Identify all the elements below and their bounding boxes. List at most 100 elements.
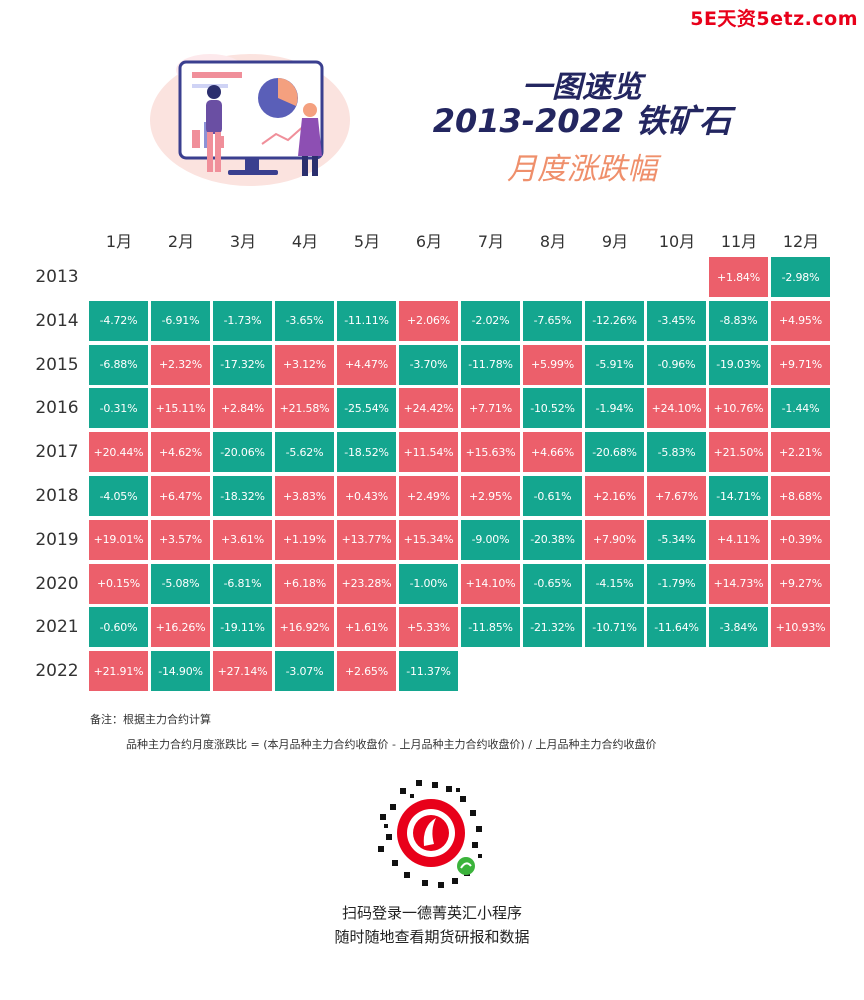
heatmap-cell: +2.32% [151, 344, 210, 385]
heatmap-cell: +1.19% [275, 519, 334, 560]
heatmap-cell: +7.90% [585, 519, 644, 560]
chart-title-line3: 月度涨跌幅 [507, 152, 657, 187]
heatmap-cell: +7.71% [461, 388, 520, 429]
heatmap-cell: -2.98% [771, 257, 830, 297]
heatmap-cell: -18.32% [213, 476, 272, 516]
heatmap-cell: -11.37% [399, 651, 458, 692]
heatmap-cell: -0.96% [647, 344, 706, 385]
heatmap-cell: -7.65% [523, 300, 582, 341]
month-header: 6月 [415, 232, 443, 251]
heatmap-cell: +4.95% [771, 300, 830, 341]
heatmap-cell: +10.76% [709, 388, 768, 429]
heatmap-cell: -9.00% [461, 519, 520, 560]
heatmap-cell: -21.32% [523, 607, 582, 648]
heatmap-cell: +21.91% [89, 651, 148, 692]
chart-title-line1: 一图速览 [522, 70, 642, 105]
year-label: 2017 [35, 442, 79, 463]
heatmap-cell: +3.83% [275, 476, 334, 516]
heatmap-cell: -4.72% [89, 300, 148, 341]
year-label: 2022 [35, 661, 79, 682]
year-label: 2019 [35, 529, 79, 550]
heatmap-cell: +21.50% [709, 432, 768, 473]
heatmap-cell: -25.54% [337, 388, 396, 429]
heatmap-cell: -14.90% [151, 651, 210, 692]
year-label: 2020 [35, 573, 79, 594]
heatmap-cell: -11.11% [337, 300, 396, 341]
chart-title-line2: 2013-2022 铁矿石 [432, 102, 732, 140]
heatmap-cell: -18.52% [337, 432, 396, 473]
heatmap-cell: +3.57% [151, 519, 210, 560]
heatmap-cell: -5.62% [275, 432, 334, 473]
month-header: 11月 [720, 232, 758, 251]
note-basis: 备注：根据主力合约计算 [90, 713, 211, 726]
note-formula: 品种主力合约月度涨跌比 = (本月品种主力合约收盘价 - 上月品种主力合约收盘价… [126, 738, 657, 751]
heatmap-cell: -1.79% [647, 563, 706, 604]
heatmap-cell: +6.47% [151, 476, 210, 516]
heatmap-cell: +19.01% [89, 519, 148, 560]
heatmap-cell: +4.66% [523, 432, 582, 473]
heatmap-cell: -1.94% [585, 388, 644, 429]
heatmap-cell: -4.15% [585, 563, 644, 604]
year-label: 2015 [35, 354, 79, 375]
heatmap-cell: -0.60% [89, 607, 148, 648]
month-header: 9月 [601, 232, 629, 251]
heatmap-cell: +8.68% [771, 476, 830, 516]
heatmap-cell: -3.65% [275, 300, 334, 341]
heatmap-cell: -11.78% [461, 344, 520, 385]
month-header: 1月 [105, 232, 133, 251]
heatmap-cell: -20.68% [585, 432, 644, 473]
heatmap-cell: +2.65% [337, 651, 396, 692]
heatmap-cell: -6.91% [151, 300, 210, 341]
heatmap-cell: +23.28% [337, 563, 396, 604]
heatmap-cell: +4.11% [709, 519, 768, 560]
heatmap-cell: +21.58% [275, 388, 334, 429]
heatmap-cell: -8.83% [709, 300, 768, 341]
heatmap-cell: -20.06% [213, 432, 272, 473]
heatmap-cell: +24.10% [647, 388, 706, 429]
heatmap-cell: +15.63% [461, 432, 520, 473]
year-label: 2016 [35, 398, 79, 419]
heatmap-cell: -5.83% [647, 432, 706, 473]
heatmap-cell: -2.02% [461, 300, 520, 341]
watermark: 5E天资5etz.com [690, 8, 858, 30]
heatmap-cell: +15.34% [399, 519, 458, 560]
heatmap-cell: -0.65% [523, 563, 582, 604]
heatmap-cell: -20.38% [523, 519, 582, 560]
heatmap-cell: -4.05% [89, 476, 148, 516]
heatmap-cell: +4.47% [337, 344, 396, 385]
heatmap-cell: +14.73% [709, 563, 768, 604]
year-label: 2018 [35, 486, 79, 506]
month-header: 2月 [167, 232, 195, 251]
heatmap-cell: -3.45% [647, 300, 706, 341]
heatmap-cell: -11.64% [647, 607, 706, 648]
heatmap-cell: -3.84% [709, 607, 768, 648]
heatmap-cell: -1.44% [771, 388, 830, 429]
heatmap-cell: +2.16% [585, 476, 644, 516]
heatmap-cell: +2.95% [461, 476, 520, 516]
heatmap-cell: -10.71% [585, 607, 644, 648]
month-header: 3月 [229, 232, 257, 251]
heatmap-cell: +0.39% [771, 519, 830, 560]
heatmap-cell: -6.88% [89, 344, 148, 385]
heatmap-cell: -0.31% [89, 388, 148, 429]
heatmap-cell: -1.00% [399, 563, 458, 604]
heatmap-cell: -19.11% [213, 607, 272, 648]
presentation-illustration-icon [150, 54, 350, 186]
mini-program-qr-code-icon [378, 780, 482, 888]
heatmap-cell: +14.10% [461, 563, 520, 604]
heatmap-cell: +1.61% [337, 607, 396, 648]
heatmap-cell: +0.43% [337, 476, 396, 516]
heatmap-cell: +5.99% [523, 344, 582, 385]
heatmap-cell: +13.77% [337, 519, 396, 560]
heatmap-cell: +9.27% [771, 563, 830, 604]
heatmap-cell: +15.11% [151, 388, 210, 429]
heatmap-cell: -5.91% [585, 344, 644, 385]
heatmap-cell: +3.12% [275, 344, 334, 385]
heatmap-cell: +20.44% [89, 432, 148, 473]
heatmap-cell: -3.70% [399, 344, 458, 385]
heatmap-cell: -1.73% [213, 300, 272, 341]
month-header: 4月 [291, 232, 319, 251]
heatmap-cell: +3.61% [213, 519, 272, 560]
heatmap-cell: +10.93% [771, 607, 830, 648]
heatmap-cell: -3.07% [275, 651, 334, 692]
